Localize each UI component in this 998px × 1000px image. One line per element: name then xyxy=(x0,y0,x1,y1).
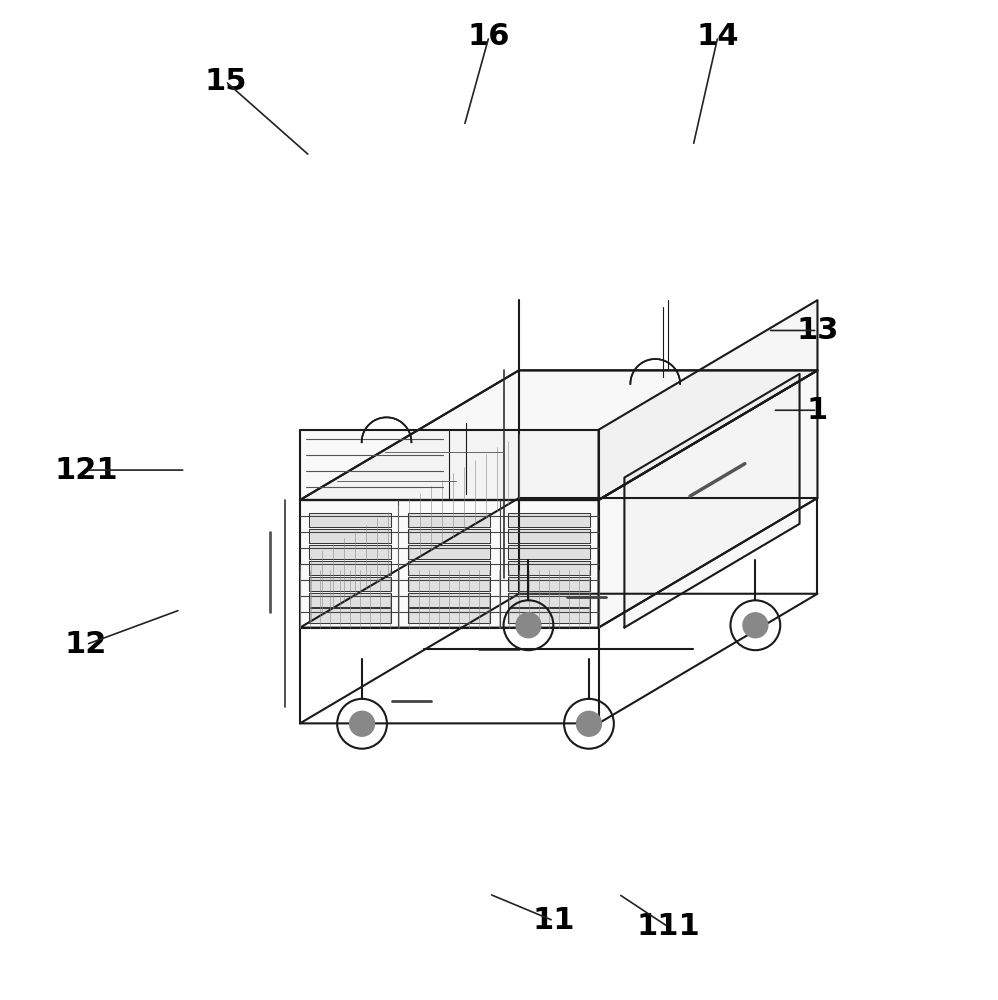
Text: 15: 15 xyxy=(204,67,247,96)
Circle shape xyxy=(516,613,541,638)
Polygon shape xyxy=(309,545,390,559)
Text: 1: 1 xyxy=(806,396,828,425)
Polygon shape xyxy=(408,529,490,543)
Polygon shape xyxy=(508,513,590,527)
Polygon shape xyxy=(508,608,590,623)
Polygon shape xyxy=(408,513,490,527)
Polygon shape xyxy=(599,370,817,628)
Polygon shape xyxy=(508,577,590,591)
Polygon shape xyxy=(309,561,390,575)
Polygon shape xyxy=(309,608,390,623)
Text: 13: 13 xyxy=(796,316,838,345)
Text: 12: 12 xyxy=(65,630,107,659)
Text: 14: 14 xyxy=(697,22,740,51)
Polygon shape xyxy=(508,593,590,607)
Polygon shape xyxy=(300,430,599,500)
Polygon shape xyxy=(508,545,590,559)
Text: 11: 11 xyxy=(533,906,575,935)
Polygon shape xyxy=(625,374,799,628)
Circle shape xyxy=(743,613,767,638)
Polygon shape xyxy=(508,529,590,543)
Polygon shape xyxy=(300,370,817,500)
Polygon shape xyxy=(309,593,390,607)
Text: 111: 111 xyxy=(637,912,700,941)
Polygon shape xyxy=(309,529,390,543)
Polygon shape xyxy=(408,593,490,607)
Circle shape xyxy=(349,711,374,736)
Polygon shape xyxy=(300,500,599,628)
Polygon shape xyxy=(309,577,390,591)
Circle shape xyxy=(577,711,602,736)
Polygon shape xyxy=(408,608,490,623)
Polygon shape xyxy=(408,577,490,591)
Polygon shape xyxy=(508,561,590,575)
Polygon shape xyxy=(309,513,390,527)
Polygon shape xyxy=(599,300,817,500)
Text: 121: 121 xyxy=(54,456,118,485)
Polygon shape xyxy=(408,561,490,575)
Polygon shape xyxy=(300,370,817,500)
Polygon shape xyxy=(408,545,490,559)
Text: 16: 16 xyxy=(468,22,510,51)
